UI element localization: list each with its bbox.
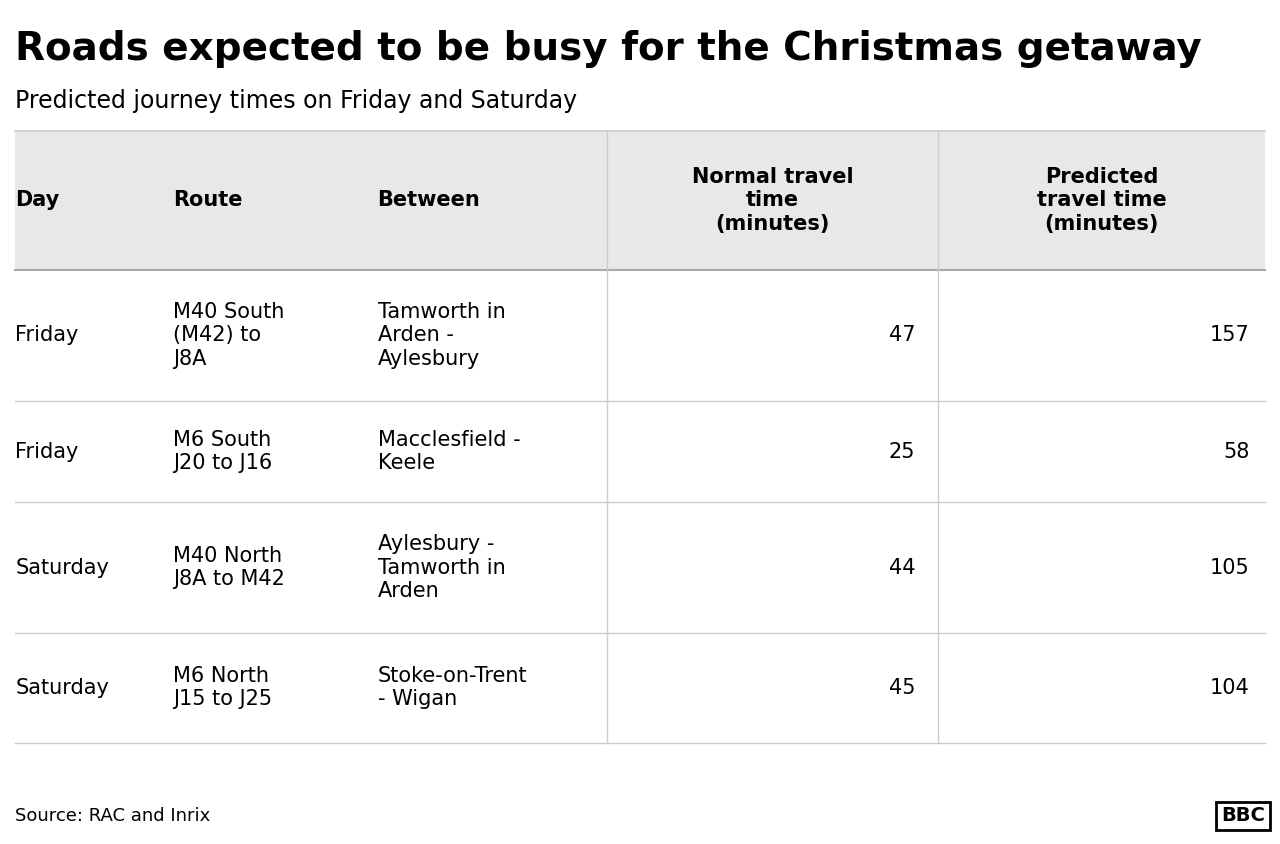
Text: Roads expected to be busy for the Christmas getaway: Roads expected to be busy for the Christ…	[15, 30, 1202, 68]
Text: 105: 105	[1210, 558, 1249, 577]
Text: Source: RAC and Inrix: Source: RAC and Inrix	[15, 808, 211, 825]
Text: Normal travel
time
(minutes): Normal travel time (minutes)	[691, 167, 854, 234]
Text: 47: 47	[888, 326, 915, 345]
Text: 44: 44	[888, 558, 915, 577]
Text: Saturday: Saturday	[15, 558, 109, 577]
Text: M40 South
(M42) to
J8A: M40 South (M42) to J8A	[173, 302, 284, 369]
Text: 104: 104	[1210, 678, 1249, 698]
Text: 25: 25	[888, 441, 915, 462]
Text: BBC: BBC	[1221, 806, 1265, 825]
Text: 45: 45	[888, 678, 915, 698]
Text: Aylesbury -
Tamworth in
Arden: Aylesbury - Tamworth in Arden	[378, 534, 506, 601]
Text: Predicted journey times on Friday and Saturday: Predicted journey times on Friday and Sa…	[15, 89, 577, 112]
Text: 157: 157	[1210, 326, 1249, 345]
Text: M6 North
J15 to J25: M6 North J15 to J25	[173, 666, 271, 710]
Text: Tamworth in
Arden -
Aylesbury: Tamworth in Arden - Aylesbury	[378, 302, 506, 369]
Text: M40 North
J8A to M42: M40 North J8A to M42	[173, 546, 284, 589]
Text: Stoke-on-Trent
- Wigan: Stoke-on-Trent - Wigan	[378, 666, 527, 710]
Text: Between: Between	[378, 191, 480, 210]
Text: Saturday: Saturday	[15, 678, 109, 698]
Text: 58: 58	[1222, 441, 1249, 462]
Text: Day: Day	[15, 191, 60, 210]
Text: Friday: Friday	[15, 441, 79, 462]
Text: M6 South
J20 to J16: M6 South J20 to J16	[173, 430, 273, 473]
Text: Macclesfield -
Keele: Macclesfield - Keele	[378, 430, 520, 473]
Text: Friday: Friday	[15, 326, 79, 345]
Text: Route: Route	[173, 191, 242, 210]
Text: Predicted
travel time
(minutes): Predicted travel time (minutes)	[1037, 167, 1166, 234]
